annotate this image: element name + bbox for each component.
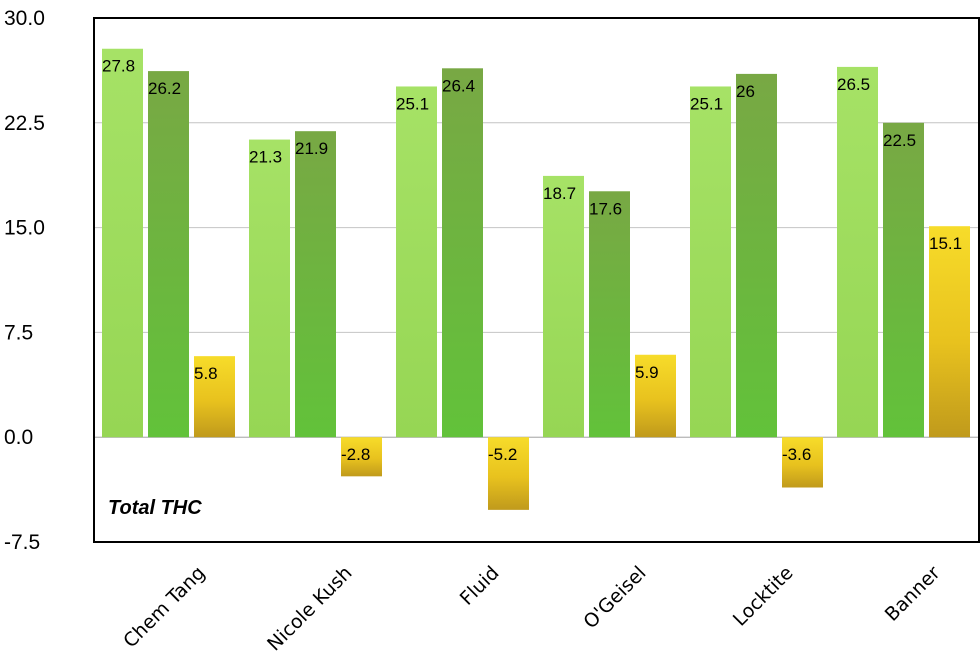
data-label: 22.5 (883, 131, 916, 150)
bar (396, 86, 437, 438)
data-label: 26 (736, 82, 755, 101)
data-label: 15.1 (929, 234, 962, 253)
x-axis-ticks: Chem Tang Nicole Kush Fluid O'Geisel Locktit… (119, 562, 944, 656)
bar (442, 68, 483, 438)
y-axis-ticks: 30.0 22.5 15.0 7.5 0.0 -7.5 (4, 7, 45, 554)
data-label: 25.1 (396, 94, 429, 113)
x-tick-label: Locktite (729, 562, 798, 631)
y-tick-label: 15.0 (4, 217, 45, 240)
bar (929, 226, 970, 438)
bar (837, 66, 878, 438)
chart-annotation: Total THC (108, 497, 202, 519)
x-tick-label: O'Geisel (579, 562, 650, 633)
y-tick-label: 30.0 (4, 7, 45, 30)
data-label: 21.3 (249, 148, 282, 167)
data-label: 26.5 (837, 75, 870, 94)
x-tick-label: Chem Tang (119, 562, 209, 652)
data-label: 26.2 (148, 79, 181, 98)
gridlines (94, 122, 979, 438)
bar (736, 73, 777, 438)
data-label: -3.6 (782, 445, 811, 464)
bar (589, 191, 630, 438)
bar (543, 175, 584, 438)
bars (102, 48, 970, 510)
bar (341, 437, 382, 477)
bar (635, 354, 676, 438)
data-label: 5.8 (194, 364, 218, 383)
data-label: 17.6 (589, 199, 622, 218)
data-label: 26.4 (442, 76, 475, 95)
x-tick-label: Banner (881, 562, 945, 626)
bar (488, 437, 529, 510)
plot-frame (93, 17, 980, 543)
y-tick-label: 7.5 (4, 321, 33, 344)
bar (194, 356, 235, 438)
bar (295, 131, 336, 438)
y-tick-label: 0.0 (4, 426, 33, 449)
x-tick-label: Nicole Kush (263, 562, 356, 655)
bar (782, 437, 823, 488)
data-label: 5.9 (635, 363, 659, 382)
data-label: 27.8 (102, 57, 135, 76)
data-label: 21.9 (295, 139, 328, 158)
y-tick-label: 22.5 (4, 112, 45, 135)
bar (883, 122, 924, 438)
data-label: 25.1 (690, 94, 723, 113)
y-tick-label: -7.5 (4, 531, 40, 554)
data-labels: 27.8 26.2 5.8 21.3 21.9 -2.8 25.1 26.4 -5.2 18.7 1… (102, 57, 962, 464)
bar (690, 86, 731, 438)
bar (249, 139, 290, 438)
bar (102, 48, 143, 438)
data-label: -2.8 (341, 445, 370, 464)
x-tick-label: Fluid (456, 562, 504, 610)
data-label: 18.7 (543, 184, 576, 203)
data-label: -5.2 (488, 445, 517, 464)
bar (148, 71, 189, 438)
